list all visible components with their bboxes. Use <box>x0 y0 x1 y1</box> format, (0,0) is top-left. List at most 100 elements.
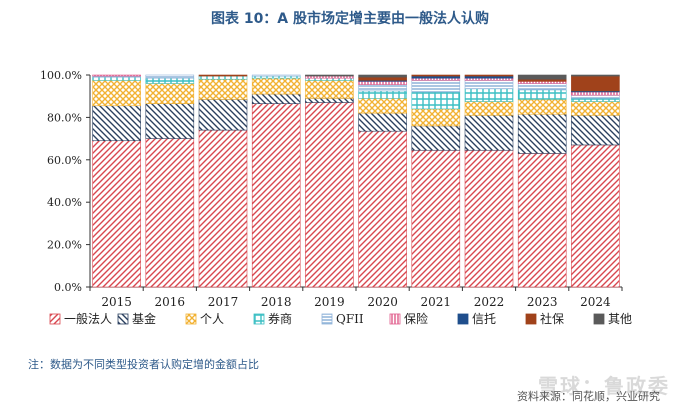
bar-segment-2021-基金 <box>411 125 461 151</box>
bar-segment-2021-个人 <box>411 108 461 127</box>
bar-segment-2022-一般法人 <box>464 149 514 288</box>
bar-segment-2019-保险 <box>305 75 354 79</box>
legend-label: 保险 <box>404 311 428 326</box>
bar-segment-2017-社保 <box>198 74 248 77</box>
x-tick-label: 2020 <box>367 295 398 309</box>
bar-segment-2019-券商 <box>305 77 354 81</box>
legend-swatch <box>117 313 129 325</box>
x-tick-label: 2019 <box>314 295 345 309</box>
x-tick-label: 2022 <box>474 295 505 309</box>
y-tick-label: 20.0% <box>47 239 82 252</box>
legend-label: 个人 <box>200 312 224 326</box>
bar-segment-2022-券商 <box>464 88 514 102</box>
bar-segment-2018-QFII <box>251 74 301 77</box>
legend-swatch <box>457 313 469 325</box>
bar-segment-2021-保险 <box>411 77 461 81</box>
bar-segment-2018-券商 <box>251 75 301 79</box>
bar-segment-2015-一般法人 <box>92 140 141 288</box>
chart-title: 图表 10：A 股市场定增主要由一般法人认购 <box>210 11 490 27</box>
bar-segment-2019-基金 <box>305 98 354 103</box>
x-tick-label: 2018 <box>261 295 292 309</box>
bar-segment-2017-基金 <box>198 99 248 131</box>
bar-segment-2023-一般法人 <box>517 153 567 288</box>
bar-segment-2016-个人 <box>145 83 195 104</box>
source-text: 资料来源：同花顺，兴业研究 <box>517 390 660 403</box>
bar-segment-2024-其他 <box>571 74 620 77</box>
bar-segment-2020-券商 <box>358 90 407 99</box>
bar-segment-2022-社保 <box>464 74 514 77</box>
x-tick-label: 2024 <box>580 295 611 309</box>
bar-segment-2020-基金 <box>358 112 407 132</box>
bar-segment-2022-个人 <box>464 101 514 116</box>
legend-label: 基金 <box>132 311 156 326</box>
bar-segment-2016-基金 <box>145 103 195 139</box>
bar-segment-2023-其他 <box>517 74 567 80</box>
legend-swatch <box>593 313 605 325</box>
y-tick-label: 100.0% <box>40 69 82 82</box>
bar-segment-2020-其他 <box>358 74 407 78</box>
bar-segment-2015-个人 <box>92 80 141 107</box>
legend-swatch <box>253 313 265 325</box>
bar-segment-2016-QFII <box>145 74 195 79</box>
legend-label: 券商 <box>268 311 292 326</box>
bar-segment-2020-一般法人 <box>358 130 407 288</box>
bar-segment-2024-QFII <box>571 94 620 99</box>
bar-segment-2017-个人 <box>198 78 248 100</box>
bar-segment-2016-券商 <box>145 77 195 84</box>
legend-label: 信托 <box>472 312 496 326</box>
bar-segment-2023-QFII <box>517 83 567 91</box>
legend-label: QFII <box>336 312 364 326</box>
bar-segment-2023-券商 <box>517 89 567 100</box>
bar-segment-2020-个人 <box>358 98 407 114</box>
x-tick-label: 2016 <box>155 295 186 309</box>
bar-segment-2021-信托 <box>411 75 461 79</box>
bar-segment-2024-保险 <box>571 91 620 96</box>
legend-swatch <box>389 313 401 325</box>
bar-segment-2024-社保 <box>571 75 620 92</box>
bar-segment-2021-券商 <box>411 91 461 110</box>
chart-note: 注：数据为不同类型投资者认购定增的金额占比 <box>28 358 259 371</box>
legend-label: 一般法人 <box>64 311 112 326</box>
x-tick-label: 2017 <box>208 295 239 309</box>
bar-segment-2015-保险 <box>92 74 141 77</box>
legend-swatch <box>185 313 197 325</box>
bar-segment-2018-一般法人 <box>251 103 301 288</box>
bar-segment-2021-一般法人 <box>411 149 461 288</box>
y-tick-label: 60.0% <box>47 154 82 167</box>
legend-label: 社保 <box>540 311 564 326</box>
bar-segment-2023-社保 <box>517 78 567 82</box>
bar-segment-2018-基金 <box>251 93 301 104</box>
bar-segment-2015-券商 <box>92 76 141 81</box>
bar-segment-2019-其他 <box>305 74 354 77</box>
bar-segment-2022-QFII <box>464 80 514 90</box>
watermark: 雪球：鲁政委 <box>538 374 670 398</box>
bar-segment-2017-券商 <box>198 75 248 80</box>
bar-segment-2024-基金 <box>571 114 620 146</box>
bar-segment-2022-信托 <box>464 75 514 79</box>
bar-segment-2024-券商 <box>571 98 620 102</box>
bar-segment-2016-一般法人 <box>145 138 195 288</box>
legend-swatch <box>525 313 537 325</box>
bar-segment-2024-一般法人 <box>571 144 620 288</box>
bar-segment-2022-保险 <box>464 77 514 81</box>
bar-segment-2015-基金 <box>92 105 141 142</box>
legend-swatch <box>321 313 333 325</box>
x-tick-label: 2015 <box>101 295 132 309</box>
bar-segment-2022-基金 <box>464 114 514 151</box>
x-tick-label: 2023 <box>527 295 558 309</box>
bar-segment-2021-QFII <box>411 80 461 93</box>
bar-segment-2019-个人 <box>305 80 354 99</box>
bar-segment-2020-保险 <box>358 81 407 85</box>
bar-segment-2021-社保 <box>411 74 461 77</box>
bar-segment-2023-个人 <box>517 99 567 115</box>
bar-segment-2020-社保 <box>358 76 407 81</box>
bar-segment-2020-QFII <box>358 84 407 92</box>
bar-segment-2018-个人 <box>251 77 301 95</box>
bar-segment-2019-一般法人 <box>305 102 354 288</box>
legend-label: 其他 <box>608 312 632 326</box>
bar-segment-2023-基金 <box>517 113 567 154</box>
x-tick-label: 2021 <box>421 295 452 309</box>
bar-segment-2017-一般法人 <box>198 129 248 288</box>
bar-segment-2023-保险 <box>517 81 567 84</box>
